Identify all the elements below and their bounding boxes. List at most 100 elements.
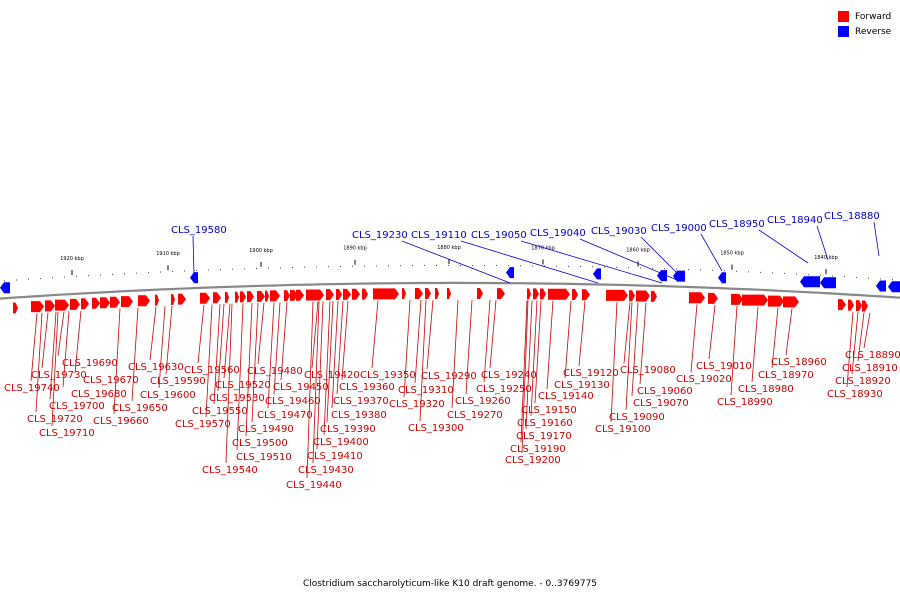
reverse-leader-line bbox=[873, 221, 880, 257]
forward-leader-line bbox=[217, 303, 225, 392]
forward-leader-line bbox=[326, 301, 334, 423]
scale-dot bbox=[220, 269, 221, 271]
forward-gene bbox=[155, 294, 159, 306]
tick-label: 1870 kbp bbox=[531, 246, 555, 252]
forward-leader-line bbox=[205, 304, 213, 418]
forward-gene-label: CLS_19650 bbox=[112, 403, 168, 414]
forward-leader-line bbox=[51, 311, 59, 427]
forward-gene-label: CLS_19360 bbox=[339, 382, 395, 393]
scale-dot bbox=[820, 274, 821, 276]
reverse-gene bbox=[888, 281, 900, 293]
forward-gene-label: CLS_19120 bbox=[563, 368, 619, 379]
forward-gene bbox=[862, 300, 868, 312]
forward-gene bbox=[742, 294, 768, 306]
forward-leader-line bbox=[311, 301, 319, 369]
forward-leader-line bbox=[245, 303, 253, 437]
forward-gene-label: CLS_19170 bbox=[516, 431, 572, 442]
forward-leader-line bbox=[525, 300, 533, 430]
scale-dot bbox=[892, 279, 893, 281]
scale-dot bbox=[508, 265, 509, 267]
forward-gene-label: CLS_19060 bbox=[637, 386, 693, 397]
forward-gene-label: CLS_19730 bbox=[31, 370, 87, 381]
forward-gene bbox=[848, 299, 854, 311]
forward-gene bbox=[402, 288, 406, 300]
forward-gene-label: CLS_19270 bbox=[447, 410, 503, 421]
forward-gene bbox=[435, 287, 439, 299]
reverse-gene bbox=[506, 267, 514, 279]
scale-dot bbox=[136, 272, 137, 274]
forward-gene bbox=[55, 299, 69, 311]
forward-leader-line bbox=[57, 311, 65, 357]
reverse-gene-label: CLS_18940 bbox=[767, 215, 823, 226]
reverse-gene-label: CLS_19040 bbox=[530, 228, 586, 239]
reverse-gene bbox=[0, 282, 10, 294]
forward-leader-line bbox=[546, 300, 554, 390]
forward-gene-label: CLS_18970 bbox=[758, 370, 814, 381]
forward-leader-line bbox=[331, 300, 339, 409]
scale-dot bbox=[568, 265, 569, 267]
tick-label: 1920 kbp bbox=[60, 256, 84, 262]
forward-leader-line bbox=[323, 301, 331, 436]
forward-gene bbox=[235, 291, 239, 303]
reverse-gene bbox=[673, 270, 685, 282]
scale-dot bbox=[400, 265, 401, 267]
forward-leader-line bbox=[419, 299, 427, 422]
reverse-gene bbox=[593, 268, 601, 280]
forward-gene-label: CLS_19470 bbox=[257, 410, 313, 421]
legend-forward-label: Forward bbox=[855, 11, 892, 22]
forward-gene bbox=[768, 295, 784, 307]
forward-leader-line bbox=[751, 306, 759, 383]
scale-dot bbox=[328, 266, 329, 268]
reverse-leader-line bbox=[401, 240, 511, 284]
forward-gene-label: CLS_19710 bbox=[39, 428, 95, 439]
scale-dot bbox=[16, 279, 17, 281]
scale-dot bbox=[4, 280, 5, 282]
forward-leader-line bbox=[730, 305, 738, 396]
forward-leader-line bbox=[257, 302, 265, 365]
forward-leader-line bbox=[316, 301, 324, 450]
forward-gene-label: CLS_19430 bbox=[298, 465, 354, 476]
scale-dot bbox=[724, 270, 725, 272]
forward-gene bbox=[265, 290, 269, 302]
forward-gene-label: CLS_19450 bbox=[273, 382, 329, 393]
forward-gene-label: CLS_18890 bbox=[845, 350, 900, 361]
forward-leader-line bbox=[690, 304, 698, 373]
tick-label: 1910 kbp bbox=[156, 251, 180, 257]
forward-gene bbox=[31, 301, 44, 313]
forward-gene bbox=[110, 296, 120, 308]
forward-leader-line bbox=[280, 302, 288, 381]
scale-dot bbox=[868, 277, 869, 279]
forward-gene bbox=[70, 298, 80, 310]
reverse-leader-line bbox=[640, 236, 680, 276]
forward-gene bbox=[200, 292, 210, 304]
forward-gene-label: CLS_19300 bbox=[408, 423, 464, 434]
scale-dot bbox=[124, 273, 125, 275]
scale-dot bbox=[388, 265, 389, 267]
forward-leader-line bbox=[35, 312, 43, 413]
forward-gene bbox=[247, 291, 254, 303]
reverse-leader-line bbox=[816, 225, 829, 261]
forward-gene-label: CLS_19740 bbox=[4, 383, 60, 394]
forward-gene bbox=[81, 298, 89, 310]
scale-dot bbox=[472, 264, 473, 266]
forward-gene bbox=[240, 291, 246, 303]
forward-gene-label: CLS_19090 bbox=[609, 412, 665, 423]
forward-leader-line bbox=[631, 302, 639, 397]
forward-leader-line bbox=[530, 300, 538, 417]
forward-gene bbox=[447, 287, 451, 299]
forward-leader-line bbox=[312, 301, 320, 464]
genome-backbone bbox=[0, 281, 900, 300]
forward-leader-line bbox=[336, 300, 344, 395]
forward-leader-line bbox=[341, 300, 349, 381]
forward-gene-label: CLS_19720 bbox=[27, 414, 83, 425]
scale-dot bbox=[172, 271, 173, 273]
forward-gene-label: CLS_19010 bbox=[696, 361, 752, 372]
scale-dot bbox=[676, 268, 677, 270]
scale-dot bbox=[772, 272, 773, 274]
forward-gene bbox=[636, 290, 650, 302]
scale-dot bbox=[424, 265, 425, 267]
scale-dot bbox=[352, 265, 353, 267]
forward-gene bbox=[629, 290, 635, 302]
forward-gene bbox=[306, 289, 324, 301]
forward-gene-label: CLS_19440 bbox=[286, 480, 342, 491]
